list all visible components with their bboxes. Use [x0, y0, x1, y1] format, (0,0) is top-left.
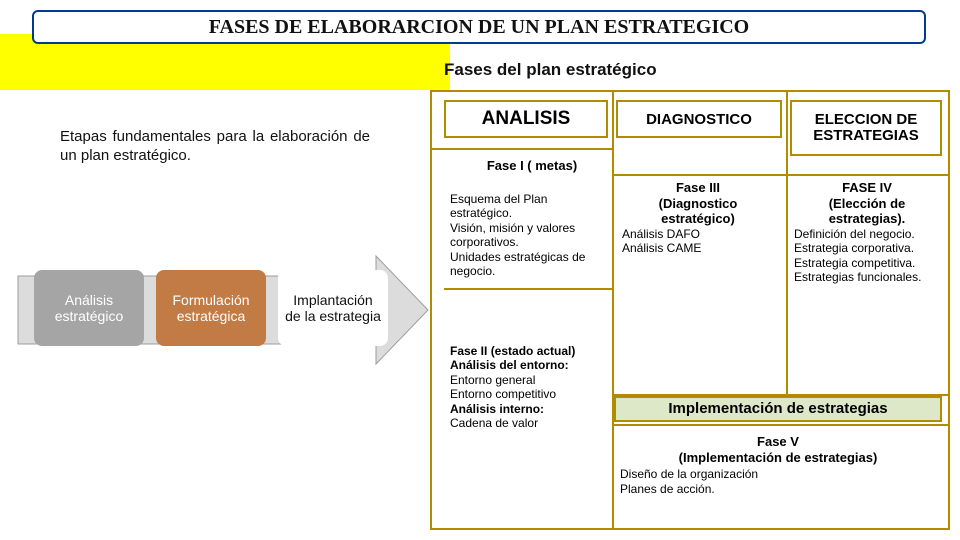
text-line: Cadena de valor: [450, 416, 608, 430]
text-line: Esquema del Plan estratégico.: [450, 192, 608, 221]
column-header-analisis: ANALISIS: [444, 100, 608, 138]
fase4-content: FASE IV (Elección de estrategias). Defin…: [788, 176, 946, 288]
fase4-title: FASE IV: [794, 180, 940, 196]
divider: [612, 424, 948, 426]
page-title: FASES DE ELABORARCION DE UN PLAN ESTRATE…: [209, 16, 749, 38]
fase3-title: Fase III: [622, 180, 774, 196]
fase3-sub: (Diagnostico estratégico): [622, 196, 774, 227]
page-title-box: FASES DE ELABORARCION DE UN PLAN ESTRATE…: [32, 10, 926, 44]
text-line: Análisis CAME: [622, 241, 774, 255]
col-label: DIAGNOSTICO: [646, 111, 752, 128]
fase4-sub: (Elección de estrategias).: [794, 196, 940, 227]
text-line: Entorno general: [450, 373, 608, 387]
text-line: Estrategias funcionales.: [794, 270, 940, 284]
stage-label: Implantación de la estrategia: [284, 292, 382, 324]
fase1-content: Esquema del Plan estratégico. Visión, mi…: [444, 188, 614, 290]
text-line: Entorno competitivo: [450, 387, 608, 401]
stage-analysis: Análisis estratégico: [34, 270, 144, 346]
text-line: Análisis del entorno:: [450, 358, 608, 372]
intro-text: Etapas fundamentales para la elaboración…: [60, 128, 370, 166]
text-line: Definición del negocio.: [794, 227, 940, 241]
text-line: Visión, misión y valores corporativos.: [450, 221, 608, 250]
column-header-diagnostico: DIAGNOSTICO: [616, 100, 782, 138]
text-line: Análisis interno:: [450, 402, 608, 416]
fase5-content: Fase V (Implementación de estrategias) D…: [614, 432, 942, 499]
fase3-content: Fase III (Diagnostico estratégico) Análi…: [618, 176, 778, 260]
implementation-header: Implementación de estrategias: [614, 396, 942, 422]
fase2-title: Fase II (estado actual): [450, 344, 608, 358]
stage-label: Análisis estratégico: [40, 292, 138, 324]
fase2-content: Fase II (estado actual) Análisis del ent…: [444, 340, 614, 434]
fase1-label: Fase I ( metas): [462, 158, 602, 173]
col-label: ANALISIS: [482, 108, 571, 130]
stage-label: Formulación estratégica: [162, 292, 260, 324]
text-line: Unidades estratégicas de negocio.: [450, 250, 608, 279]
stage-implementation: Implantación de la estrategia: [278, 270, 388, 346]
fase5-title: Fase V: [620, 434, 936, 450]
text-line: Estrategia corporativa.: [794, 241, 940, 255]
column-header-eleccion: ELECCION DE ESTRATEGIAS: [790, 100, 942, 156]
text-line: Planes de acción.: [620, 482, 936, 497]
col-label: ELECCION DE ESTRATEGIAS: [792, 112, 940, 145]
text-line: Diseño de la organización: [620, 467, 936, 482]
subtitle: Fases del plan estratégico: [444, 60, 657, 80]
fase5-sub: (Implementación de estrategias): [620, 450, 936, 466]
stage-formulation: Formulación estratégica: [156, 270, 266, 346]
text-line: Estrategia competitiva.: [794, 256, 940, 270]
text-line: Análisis DAFO: [622, 227, 774, 241]
divider: [432, 148, 612, 150]
